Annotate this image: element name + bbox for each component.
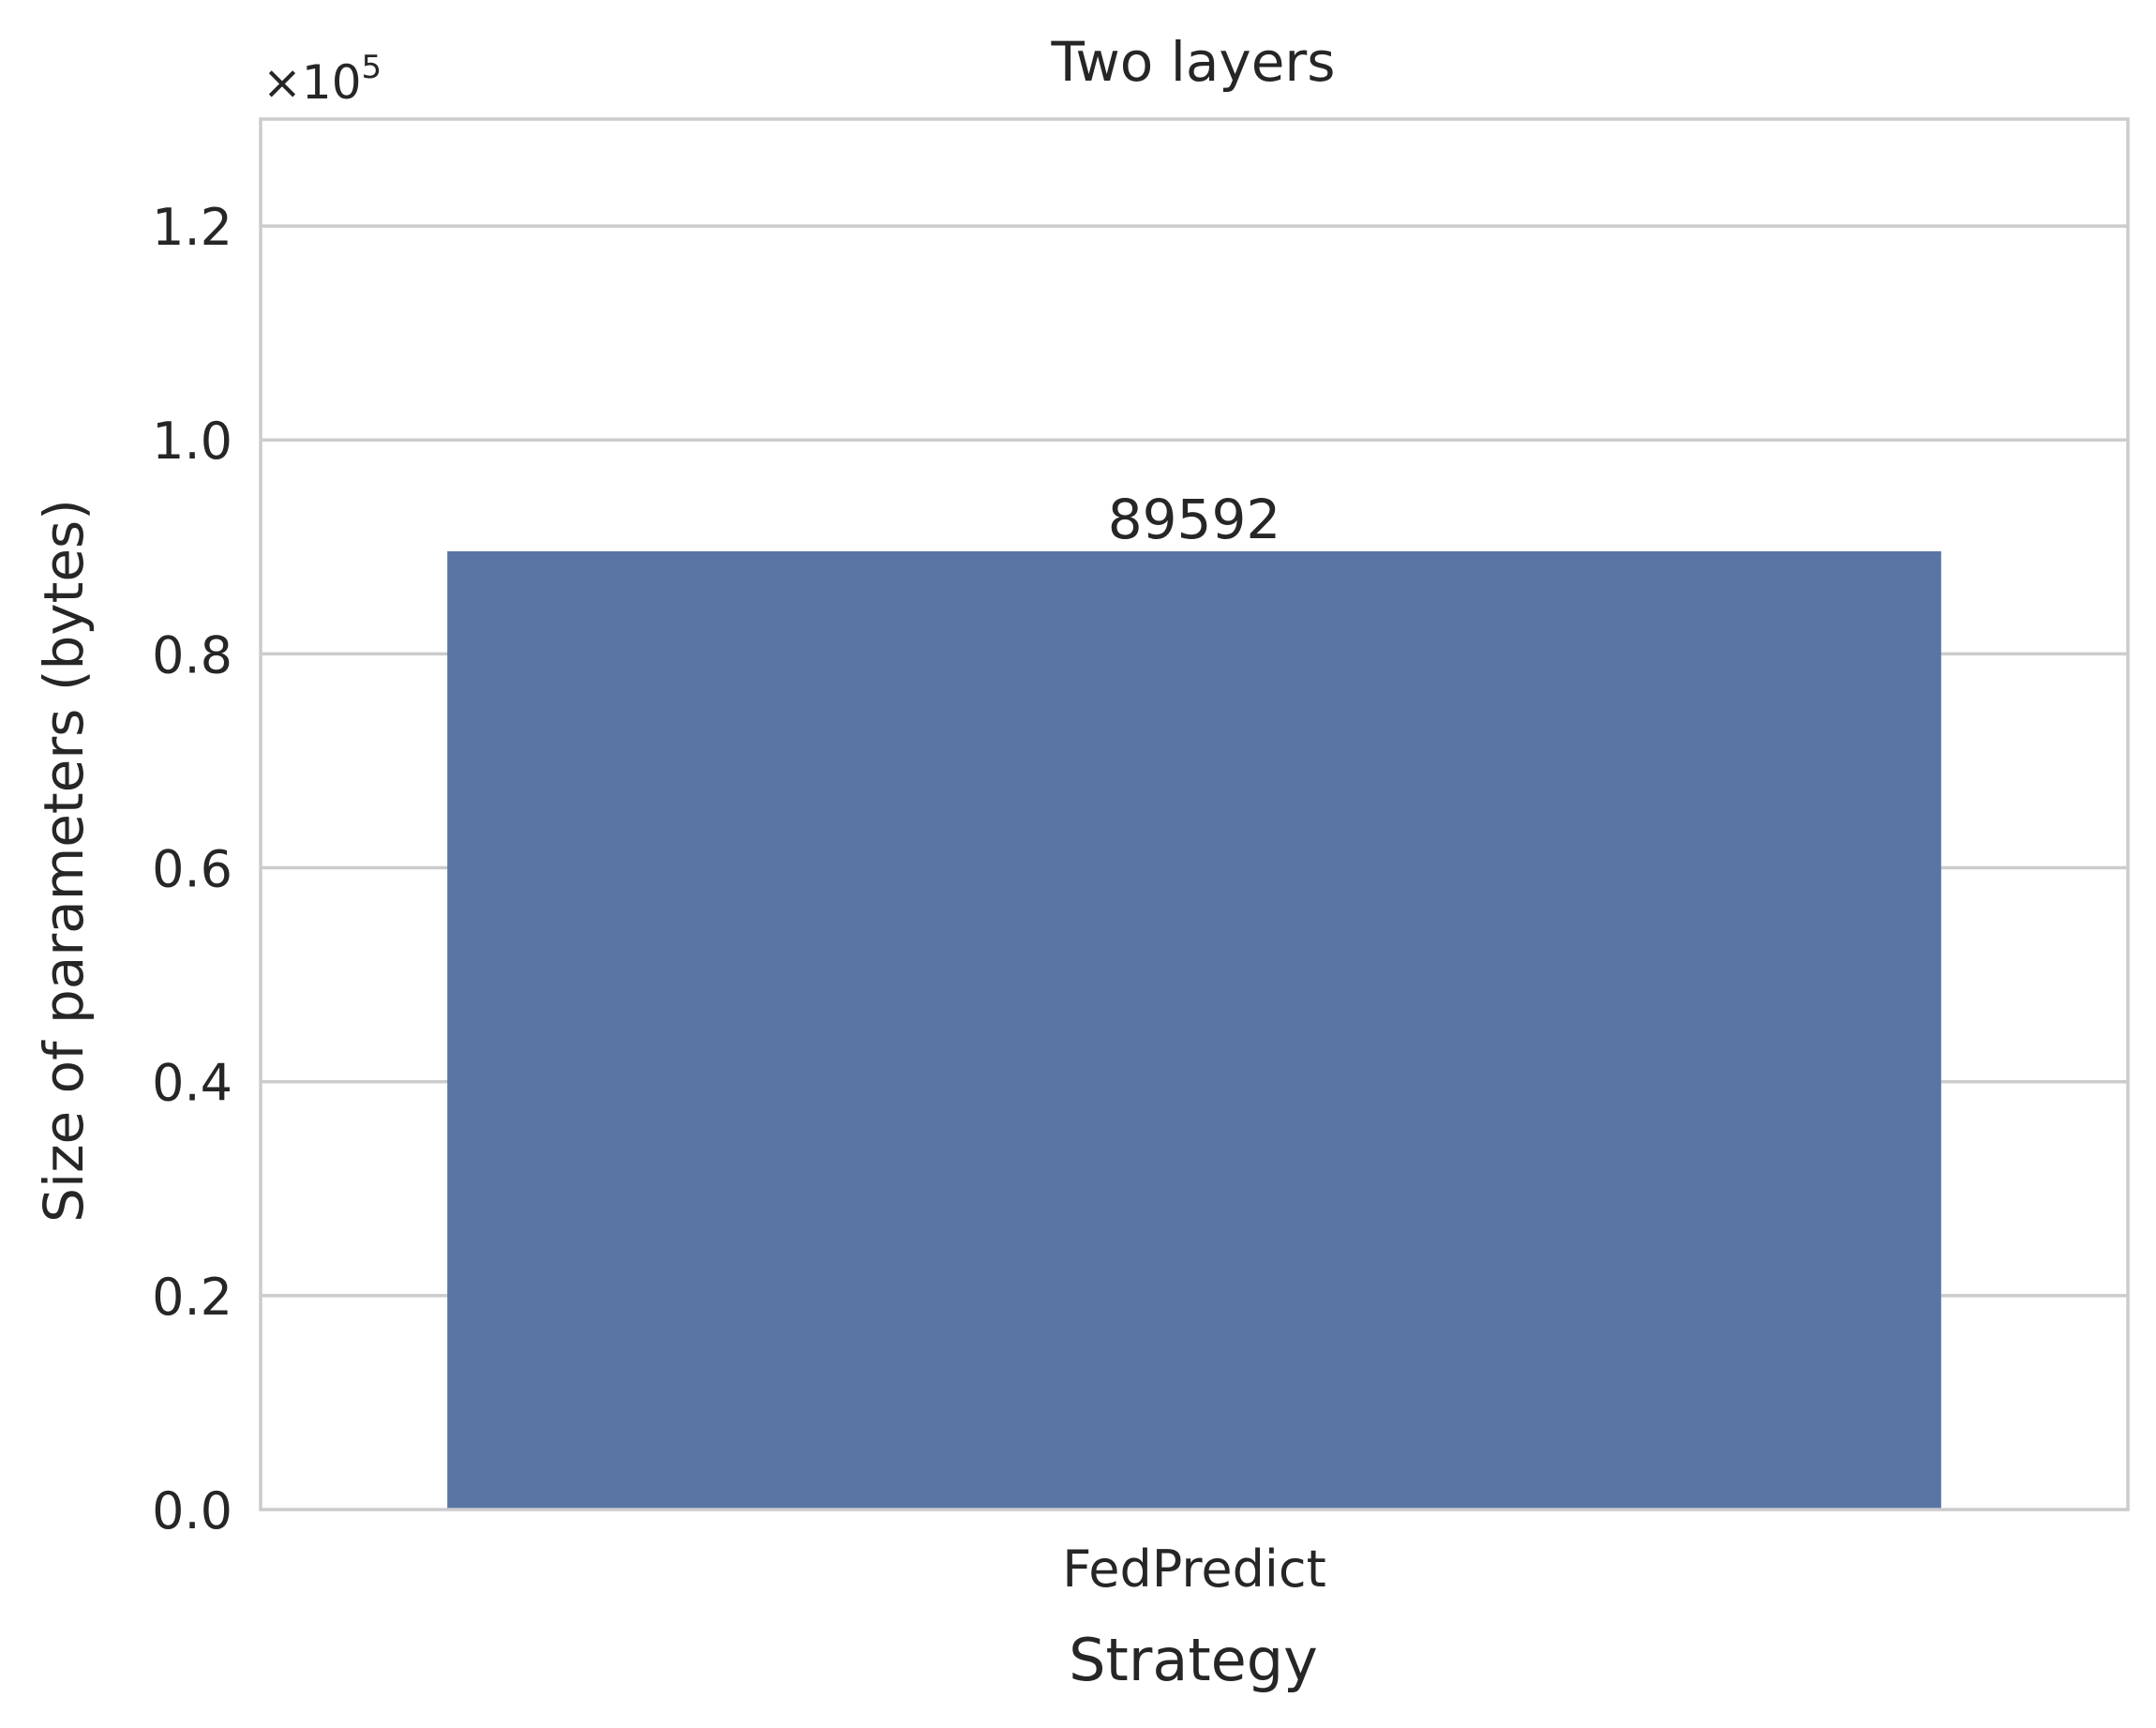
y-offset-base: ×10 [262, 55, 362, 110]
x-tick-label: FedPredict [1062, 1540, 1326, 1599]
y-axis-label: Size of parameters (bytes) [32, 499, 96, 1223]
x-tick-labels: FedPredict [1062, 1540, 1326, 1599]
y-tick-label: 1.2 [152, 198, 232, 257]
y-tick-label: 0.4 [152, 1054, 232, 1113]
y-tick-label: 0.2 [152, 1268, 232, 1327]
bar [447, 550, 1941, 1510]
y-tick-label: 0.0 [152, 1481, 232, 1540]
y-axis-offset-label: ×105 [262, 49, 382, 110]
y-offset-exponent: 5 [362, 49, 382, 86]
plot-frame [259, 117, 2130, 1511]
bars [447, 550, 1941, 1510]
data-labels: 89592 [1108, 488, 1281, 551]
y-tick-label: 1.0 [152, 412, 232, 471]
y-tick-label: 0.8 [152, 625, 232, 684]
y-tick-label: 0.6 [152, 840, 232, 899]
x-axis-label: Strategy [1069, 1626, 1318, 1694]
y-tick-labels: 0.0 0.2 0.4 0.6 0.8 1.0 1.2 [152, 198, 232, 1540]
chart-title: Two layers [1051, 30, 1336, 94]
bar-value-label: 89592 [1108, 488, 1281, 551]
